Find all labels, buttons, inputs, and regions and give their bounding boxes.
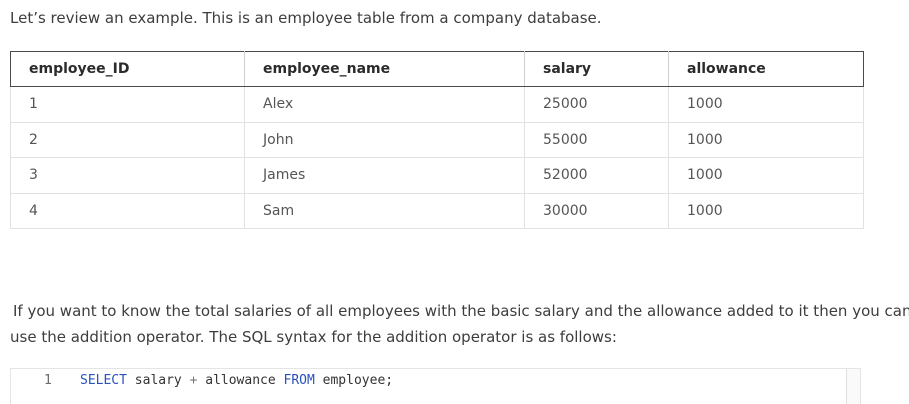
table-row: 3 James 52000 1000 — [10, 157, 864, 194]
cell-employee-name: James — [244, 157, 525, 194]
code-table-name: employee; — [314, 373, 394, 388]
header-allowance: allowance — [668, 51, 864, 87]
paragraph-line-1: If you want to know the total salaries o… — [13, 302, 909, 320]
table-row: 1 Alex 25000 1000 — [10, 86, 864, 123]
cell-allowance: 1000 — [668, 157, 864, 194]
header-employee-id: employee_ID — [10, 51, 245, 87]
cell-employee-id: 1 — [10, 86, 245, 123]
cell-employee-name: Sam — [244, 192, 525, 229]
employee-table: employee_ID employee_name salary allowan… — [10, 51, 864, 229]
line-number: 1 — [44, 373, 52, 388]
cell-allowance: 1000 — [668, 86, 864, 123]
keyword-select: SELECT — [80, 373, 127, 388]
header-salary: salary — [524, 51, 669, 87]
cell-employee-name: Alex — [244, 86, 525, 123]
code-column-salary: salary — [126, 373, 190, 388]
paragraph-line-2: use the addition operator. The SQL synta… — [10, 328, 617, 346]
table-header-row: employee_ID employee_name salary allowan… — [10, 51, 864, 87]
cell-salary: 25000 — [524, 86, 669, 123]
table-row: 2 John 55000 1000 — [10, 121, 864, 158]
cell-salary: 55000 — [524, 121, 669, 158]
cell-employee-id: 2 — [10, 121, 245, 158]
table-row: 4 Sam 30000 1000 — [10, 192, 864, 229]
cell-allowance: 1000 — [668, 192, 864, 229]
header-employee-name: employee_name — [244, 51, 525, 87]
cell-salary: 30000 — [524, 192, 669, 229]
cell-employee-id: 4 — [10, 192, 245, 229]
code-scrollbar[interactable] — [846, 369, 860, 404]
explanation-paragraph: If you want to know the total salaries o… — [10, 298, 909, 350]
cell-employee-name: John — [244, 121, 525, 158]
intro-text: Let’s review an example. This is an empl… — [10, 9, 602, 27]
cell-salary: 52000 — [524, 157, 669, 194]
code-column-allowance: allowance — [197, 373, 284, 388]
cell-allowance: 1000 — [668, 121, 864, 158]
keyword-from: FROM — [283, 373, 315, 388]
code-operator-plus: + — [189, 373, 198, 388]
cell-employee-id: 3 — [10, 157, 245, 194]
code-line: SELECT salary + allowance FROM employee; — [80, 373, 393, 388]
code-block[interactable]: 1 SELECT salary + allowance FROM employe… — [10, 368, 861, 404]
